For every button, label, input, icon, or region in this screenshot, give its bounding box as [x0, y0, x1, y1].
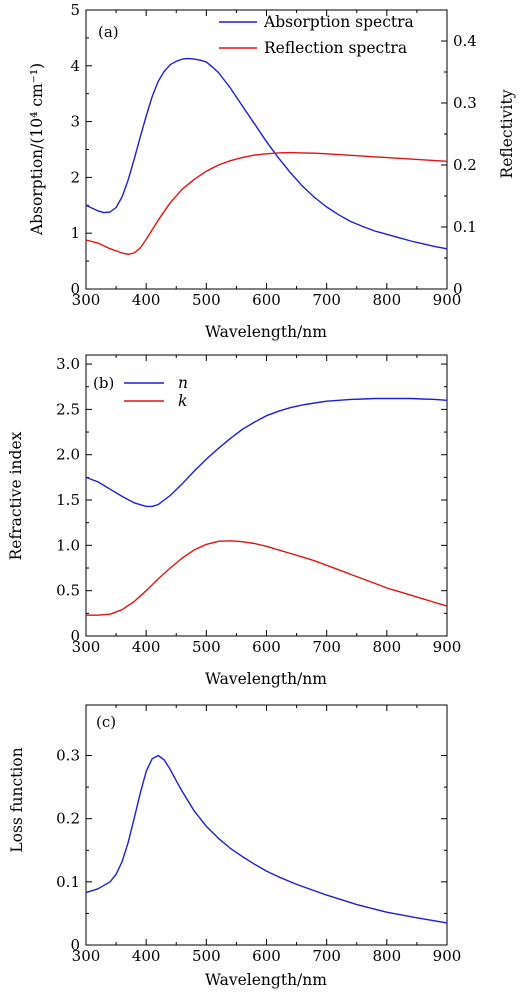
- panel-c-x-axis-title: Wavelength/nm: [205, 971, 327, 989]
- panel-c-ticks: 300 400 500 600 700 800 900 0 0.1 0.2 0.3: [56, 705, 461, 965]
- x-tick-label: 800: [373, 638, 402, 656]
- y-tick-label: 3.0: [56, 355, 80, 373]
- panel-b-ticks: 300 400 500 600 700 800 900 0 0.5 1.0 1.5 2.0 2.5 3.0: [56, 355, 461, 656]
- x-tick-label: 500: [192, 638, 221, 656]
- x-tick-label: 800: [373, 291, 402, 309]
- y-tick-label: 2.0: [56, 446, 80, 464]
- x-tick-label: 700: [312, 291, 341, 309]
- x-tick-label: 700: [312, 638, 341, 656]
- y-right-tick-label: 0.3: [453, 94, 477, 112]
- panel-a-label: (a): [98, 23, 119, 41]
- x-tick-label: 300: [72, 638, 101, 656]
- x-tick-label: 700: [312, 947, 341, 965]
- legend-label-k: k: [178, 392, 187, 410]
- y-tick-label: 0.5: [56, 582, 80, 600]
- panel-a-series: [85, 57, 448, 256]
- panel-a-legend: Absorption spectra Reflection spectra: [219, 13, 414, 57]
- y-tick-label: 0: [70, 936, 80, 954]
- panel-c-plot-frame: [85, 704, 448, 946]
- y-tick-label: 1.0: [56, 536, 80, 554]
- panel-c-label: (c): [96, 713, 116, 731]
- x-tick-label: 600: [252, 947, 281, 965]
- y-right-tick-label: 0.4: [453, 32, 477, 50]
- y-right-tick-label: 0: [453, 280, 463, 298]
- y-tick-label: 1.5: [56, 491, 80, 509]
- y-tick-label: 2: [70, 168, 80, 186]
- series-line-n: [85, 397, 448, 508]
- panel-b-series: [85, 397, 448, 616]
- series-line-absorption-spectra: [85, 57, 448, 250]
- x-tick-label: 600: [252, 638, 281, 656]
- panel-a-y-right-axis-title: Reflectivity: [498, 89, 516, 178]
- x-tick-label: 800: [373, 947, 402, 965]
- panel-c-loss-function: 300 400 500 600 700 800 900 0 0.1 0.2 0.3 (c) Wave…: [8, 704, 461, 989]
- y-tick-label: 0.1: [56, 873, 80, 891]
- panel-a-x-axis-title: Wavelength/nm: [205, 323, 327, 341]
- legend-label-n: n: [178, 374, 188, 392]
- x-tick-label: 600: [252, 291, 281, 309]
- y-right-tick-label: 0.1: [453, 218, 477, 236]
- panel-b-legend: n k: [124, 374, 188, 410]
- panel-b-refractive-index: 300 400 500 600 700 800 900 0 0.5 1.0 1.5 2.0 2.5 3.0…: [7, 354, 461, 688]
- legend-label-reflection: Reflection spectra: [264, 39, 407, 57]
- y-tick-label: 5: [70, 1, 80, 19]
- panel-a-absorption-reflectivity: 300 400 500 600 700 800 90001234500.10.20.30.4…: [28, 1, 516, 341]
- series-line-reflection-spectra: [85, 151, 448, 256]
- y-tick-label: 1: [70, 224, 80, 242]
- y-right-tick-label: 0.2: [453, 156, 477, 174]
- panel-c-series: [85, 754, 448, 924]
- y-tick-label: 0: [70, 627, 80, 645]
- y-tick-label: 2.5: [56, 400, 80, 418]
- x-tick-label: 400: [132, 947, 161, 965]
- x-tick-label: 500: [192, 291, 221, 309]
- x-tick-label: 300: [72, 291, 101, 309]
- panel-b-plot-frame: [85, 354, 448, 637]
- x-tick-label: 900: [433, 947, 462, 965]
- x-tick-label: 500: [192, 947, 221, 965]
- panel-b-x-axis-title: Wavelength/nm: [205, 670, 327, 688]
- y-tick-label: 0: [70, 280, 80, 298]
- x-tick-label: 400: [132, 638, 161, 656]
- y-tick-label: 4: [70, 57, 80, 75]
- legend-label-absorption: Absorption spectra: [263, 13, 414, 31]
- panel-b-y-axis-title: Refractive index: [7, 431, 25, 560]
- panel-a-y-axis-title: Absorption/(10⁴ cm⁻¹): [28, 63, 46, 236]
- panel-b-label: (b): [93, 374, 114, 392]
- x-tick-label: 300: [72, 947, 101, 965]
- y-tick-label: 0.2: [56, 810, 80, 828]
- y-tick-label: 0.3: [56, 747, 80, 765]
- series-line-loss-function: [85, 754, 448, 924]
- x-tick-label: 900: [433, 638, 462, 656]
- x-tick-label: 400: [132, 291, 161, 309]
- panel-c-y-axis-title: Loss function: [8, 747, 26, 852]
- y-tick-label: 3: [70, 113, 80, 131]
- x-tick-label: 900: [433, 291, 462, 309]
- series-line-k: [86, 540, 448, 616]
